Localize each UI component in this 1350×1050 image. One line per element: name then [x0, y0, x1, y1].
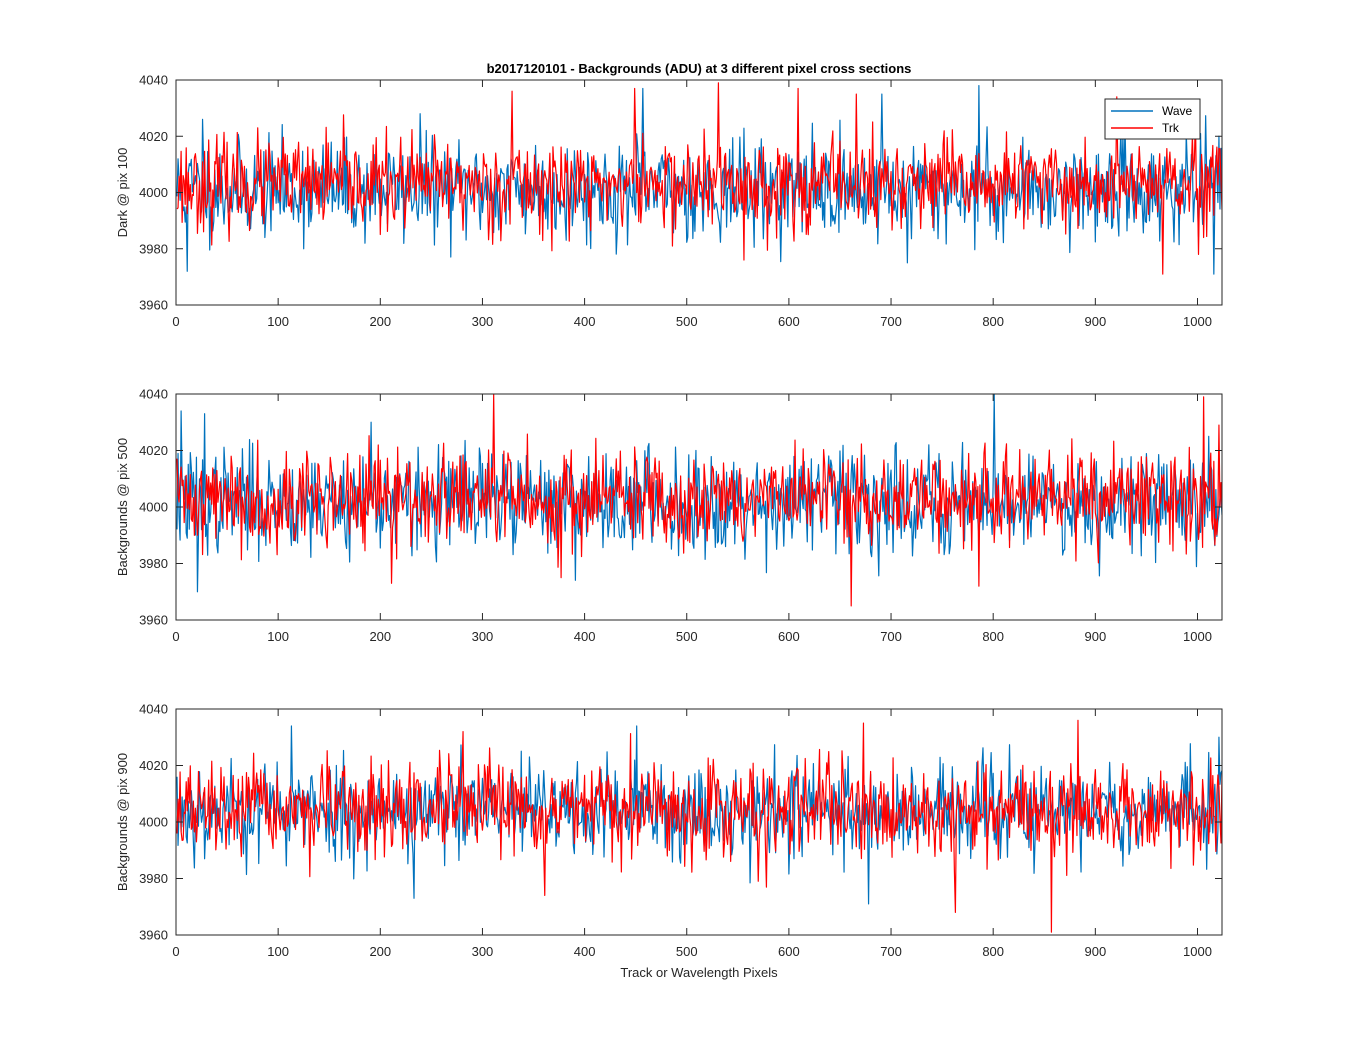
x-tick-label: 1000 — [1183, 944, 1212, 959]
legend: Wave Trk — [1104, 98, 1201, 140]
x-tick-label: 400 — [574, 629, 596, 644]
x-tick-label: 800 — [982, 629, 1004, 644]
x-tick-label: 500 — [676, 629, 698, 644]
y-tick-label: 4000 — [139, 185, 168, 200]
y-tick-label: 4040 — [139, 73, 168, 88]
x-tick-label: 900 — [1084, 629, 1106, 644]
x-tick-label: 1000 — [1183, 314, 1212, 329]
y-axis-label: Dark @ pix 100 — [115, 148, 130, 238]
y-axis-label: Backgrounds @ pix 500 — [115, 438, 130, 576]
x-tick-label: 200 — [369, 314, 391, 329]
y-axis-label: Backgrounds @ pix 900 — [115, 753, 130, 891]
panel-1: 0 100 200 300 400 500 600 700 800 900 1000 3960 3980… — [115, 73, 1223, 329]
panel-3: 0 100 200 300 400 500 600 700 800 900 1000 3960 3980… — [115, 702, 1223, 959]
x-tick-label: 0 — [172, 944, 179, 959]
x-tick-label: 0 — [172, 314, 179, 329]
y-tick-label: 4020 — [139, 129, 168, 144]
y-tick-label: 3980 — [139, 241, 168, 256]
x-tick-label: 700 — [880, 314, 902, 329]
y-tick-label: 3960 — [139, 298, 168, 313]
y-tick-label: 4020 — [139, 758, 168, 773]
series-line-wave — [176, 394, 1222, 593]
x-axis-label: Track or Wavelength Pixels — [620, 965, 778, 980]
x-tick-label: 400 — [574, 314, 596, 329]
panel-2: 0 100 200 300 400 500 600 700 800 900 1000 3960 3980… — [115, 387, 1223, 644]
x-tick-label: 500 — [676, 314, 698, 329]
x-tick-label: 600 — [778, 314, 800, 329]
y-tick-label: 3980 — [139, 871, 168, 886]
chart-title: b2017120101 - Backgrounds (ADU) at 3 dif… — [487, 61, 912, 76]
x-tick-label: 900 — [1084, 944, 1106, 959]
x-tick-label: 300 — [472, 314, 494, 329]
x-tick-label: 100 — [267, 944, 289, 959]
x-tick-label: 200 — [369, 629, 391, 644]
x-tick-label: 1000 — [1183, 629, 1212, 644]
x-tick-label: 800 — [982, 944, 1004, 959]
x-tick-label: 700 — [880, 629, 902, 644]
series-line-trk — [176, 82, 1222, 275]
x-tick-label: 0 — [172, 629, 179, 644]
y-tick-label: 4000 — [139, 500, 168, 515]
y-tick-label: 4040 — [139, 387, 168, 402]
series-line-trk — [176, 719, 1222, 933]
x-tick-label: 600 — [778, 944, 800, 959]
x-tick-label: 600 — [778, 629, 800, 644]
panels: 0 100 200 300 400 500 600 700 800 900 100039603980… — [115, 73, 1223, 959]
legend-label-wave: Wave — [1162, 104, 1193, 118]
x-tick-label: 900 — [1084, 314, 1106, 329]
series-line-trk — [176, 394, 1222, 607]
x-tick-label: 100 — [267, 629, 289, 644]
legend-box — [1104, 98, 1201, 140]
x-tick-label: 200 — [369, 944, 391, 959]
y-tick-label: 3960 — [139, 928, 168, 943]
y-tick-label: 4020 — [139, 443, 168, 458]
x-tick-label: 500 — [676, 944, 698, 959]
y-tick-label: 3960 — [139, 613, 168, 628]
x-tick-label: 700 — [880, 944, 902, 959]
y-tick-label: 4000 — [139, 815, 168, 830]
x-tick-label: 800 — [982, 314, 1004, 329]
x-tick-label: 400 — [574, 944, 596, 959]
legend-label-trk: Trk — [1162, 121, 1180, 135]
x-tick-label: 100 — [267, 314, 289, 329]
y-tick-label: 4040 — [139, 702, 168, 717]
x-tick-label: 300 — [472, 629, 494, 644]
y-tick-label: 3980 — [139, 556, 168, 571]
x-tick-label: 300 — [472, 944, 494, 959]
